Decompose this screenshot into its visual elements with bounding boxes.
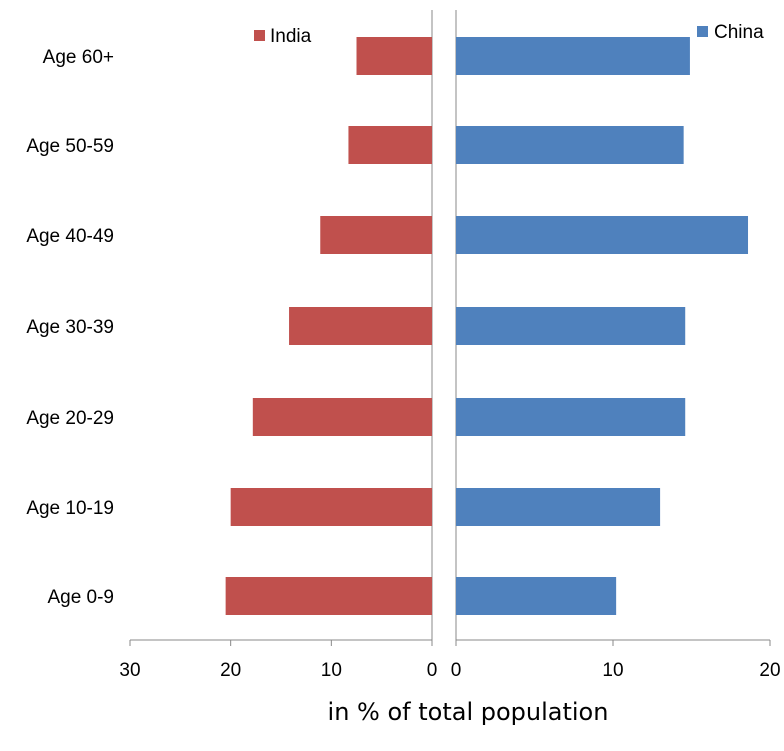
tick-labels: 30 20 10 0 0 10 20 xyxy=(119,660,780,681)
india-bar xyxy=(289,307,432,345)
china-bar xyxy=(456,488,660,526)
china-bar xyxy=(456,126,684,164)
china-bar xyxy=(456,37,690,75)
category-label: Age 60+ xyxy=(43,47,114,68)
category-label: Age 0-9 xyxy=(47,587,114,608)
china-bar xyxy=(456,307,685,345)
category-labels: Age 0-9 Age 10-19 Age 20-29 Age 30-39 Age 40… xyxy=(26,47,114,608)
china-tick-label: 20 xyxy=(759,660,780,681)
category-label: Age 40-49 xyxy=(26,226,114,247)
category-label: Age 20-29 xyxy=(26,408,114,429)
category-label: Age 30-39 xyxy=(26,317,114,338)
china-bar xyxy=(456,398,685,436)
india-tick-label: 20 xyxy=(220,660,241,681)
category-label: Age 10-19 xyxy=(26,498,114,519)
legend-label-india: India xyxy=(270,26,312,47)
india-tick-label: 0 xyxy=(427,660,438,681)
x-axis-label: in % of total population xyxy=(328,698,609,726)
china-tick-label: 0 xyxy=(451,660,462,681)
india-bar xyxy=(231,488,432,526)
india-bar xyxy=(226,577,432,615)
china-bar xyxy=(456,216,748,254)
india-tick-label: 10 xyxy=(321,660,342,681)
india-bar xyxy=(348,126,432,164)
india-bar xyxy=(253,398,432,436)
india-tick-label: 30 xyxy=(119,660,140,681)
india-bar xyxy=(357,37,433,75)
bars xyxy=(226,37,748,615)
legend-swatch-china xyxy=(697,26,708,37)
legend-label-china: China xyxy=(714,22,764,43)
china-bar xyxy=(456,577,616,615)
legend-swatch-india xyxy=(254,30,265,41)
india-bar xyxy=(320,216,432,254)
category-label: Age 50-59 xyxy=(26,136,114,157)
china-tick-label: 10 xyxy=(602,660,623,681)
